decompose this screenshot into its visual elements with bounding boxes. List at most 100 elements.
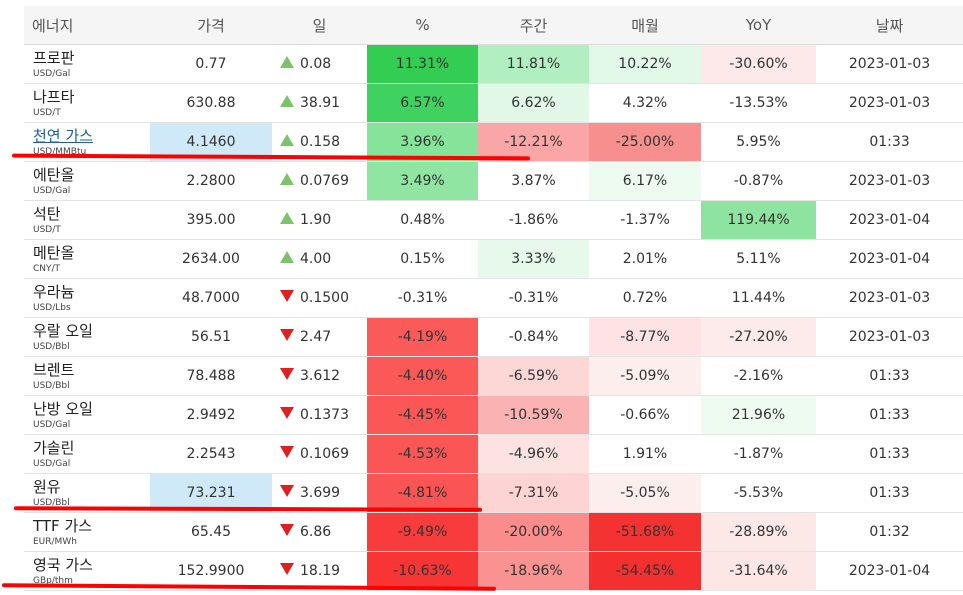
- monthly-cell: -5.09%: [589, 356, 701, 396]
- yoy-cell: 11.44%: [701, 278, 816, 318]
- monthly-cell: 6.17%: [589, 161, 701, 201]
- table-row[interactable]: 메탄올 CNY/T 2634.00 4.00 0.15% 3.33% 2.01% 5.11% 2…: [24, 239, 963, 279]
- day-change-cell: 0.08: [272, 44, 367, 84]
- day-change-value: 6.86: [300, 524, 332, 540]
- energy-name-cell: 가솔린 USD/Gal: [24, 434, 150, 474]
- table-row[interactable]: 원유 USD/Bbl 73.231 3.699 -4.81% -7.31% -5.05% -5…: [24, 473, 963, 513]
- col-header-date[interactable]: 날짜: [816, 6, 963, 45]
- percent-cell: 0.15%: [367, 239, 478, 279]
- energy-unit: USD/Gal: [33, 185, 71, 196]
- table-row[interactable]: 프로판 USD/Gal 0.77 0.08 11.31% 11.81% 10.22% -30.…: [24, 44, 963, 84]
- price-cell: 2.9492: [150, 395, 272, 435]
- energy-name: 에탄올: [33, 165, 75, 184]
- col-header-price[interactable]: 가격: [150, 6, 272, 45]
- monthly-cell: 1.91%: [589, 434, 701, 474]
- date-cell: 2023-01-03: [816, 44, 963, 84]
- triangle-up-icon: [280, 95, 294, 107]
- energy-name-cell: 프로판 USD/Gal: [24, 44, 150, 84]
- energy-name: 프로판: [33, 48, 75, 67]
- col-header-monthly[interactable]: 매월: [589, 6, 701, 45]
- yoy-cell: 21.96%: [701, 395, 816, 435]
- table-row[interactable]: 석탄 USD/T 395.00 1.90 0.48% -1.86% -1.37% 119.44…: [24, 200, 963, 240]
- triangle-down-icon: [280, 329, 294, 341]
- day-change-value: 0.08: [300, 56, 332, 72]
- energy-unit: GBp/thm: [33, 575, 73, 586]
- price-cell: 2.2800: [150, 161, 272, 201]
- weekly-cell: -10.59%: [478, 395, 589, 435]
- yoy-cell: -0.87%: [701, 161, 816, 201]
- day-change-value: 0.1069: [300, 446, 349, 462]
- day-change-cell: 0.1373: [272, 395, 367, 435]
- date-cell: 2023-01-03: [816, 278, 963, 318]
- table-row[interactable]: 우랄 오일 USD/Bbl 56.51 2.47 -4.19% -0.84% -8.77% -…: [24, 317, 963, 357]
- table-row[interactable]: 가솔린 USD/Gal 2.2543 0.1069 -4.53% -4.96% 1.91% -…: [24, 434, 963, 474]
- price-cell: 65.45: [150, 512, 272, 552]
- table-row[interactable]: 나프타 USD/T 630.88 38.91 6.57% 6.62% 4.32% -13.53…: [24, 83, 963, 123]
- triangle-down-icon: [280, 290, 294, 302]
- percent-cell: 0.48%: [367, 200, 478, 240]
- weekly-cell: -20.00%: [478, 512, 589, 552]
- energy-unit: USD/Lbs: [33, 302, 71, 313]
- price-cell: 48.7000: [150, 278, 272, 318]
- day-change-value: 3.699: [300, 485, 341, 501]
- weekly-cell: 3.87%: [478, 161, 589, 201]
- energy-name: 나프타: [33, 87, 75, 106]
- col-header-weekly[interactable]: 주간: [478, 6, 589, 45]
- col-header-energy[interactable]: 에너지: [24, 6, 150, 45]
- triangle-down-icon: [280, 563, 294, 575]
- energy-name-cell: 메탄올 CNY/T: [24, 239, 150, 279]
- table-row[interactable]: 브렌트 USD/Bbl 78.488 3.612 -4.40% -6.59% -5.09% -…: [24, 356, 963, 396]
- col-header-yoy[interactable]: YoY: [701, 6, 816, 45]
- yoy-cell: -2.16%: [701, 356, 816, 396]
- percent-cell: -10.63%: [367, 551, 478, 591]
- energy-name: 우라늄: [33, 282, 75, 301]
- percent-cell: -4.40%: [367, 356, 478, 396]
- weekly-cell: 11.81%: [478, 44, 589, 84]
- energy-name-cell: 나프타 USD/T: [24, 83, 150, 123]
- date-cell: 01:32: [816, 512, 963, 552]
- table-row[interactable]: 우라늄 USD/Lbs 48.7000 0.1500 -0.31% -0.31% 0.72%…: [24, 278, 963, 318]
- table-row[interactable]: 난방 오일 USD/Gal 2.9492 0.1373 -4.45% -10.59% -0.…: [24, 395, 963, 435]
- col-header-day[interactable]: 일: [272, 6, 367, 45]
- price-cell: 395.00: [150, 200, 272, 240]
- date-cell: 01:33: [816, 122, 963, 162]
- day-change-cell: 1.90: [272, 200, 367, 240]
- day-change-cell: 6.86: [272, 512, 367, 552]
- date-cell: 2023-01-04: [816, 200, 963, 240]
- date-cell: 01:33: [816, 395, 963, 435]
- energy-name-cell: 난방 오일 USD/Gal: [24, 395, 150, 435]
- percent-cell: 3.49%: [367, 161, 478, 201]
- day-change-value: 38.91: [300, 95, 341, 111]
- energy-unit: CNY/T: [33, 263, 61, 274]
- weekly-cell: 6.62%: [478, 83, 589, 123]
- day-change-cell: 0.0769: [272, 161, 367, 201]
- percent-cell: 6.57%: [367, 83, 478, 123]
- energy-name: 원유: [33, 477, 61, 496]
- date-cell: 2023-01-04: [816, 551, 963, 591]
- monthly-cell: 2.01%: [589, 239, 701, 279]
- monthly-cell: -54.45%: [589, 551, 701, 591]
- yoy-cell: -1.87%: [701, 434, 816, 474]
- weekly-cell: -0.84%: [478, 317, 589, 357]
- energy-name: 브렌트: [33, 360, 75, 379]
- percent-cell: -0.31%: [367, 278, 478, 318]
- day-change-cell: 3.612: [272, 356, 367, 396]
- triangle-up-icon: [280, 251, 294, 263]
- weekly-cell: 3.33%: [478, 239, 589, 279]
- date-cell: 01:33: [816, 434, 963, 474]
- triangle-up-icon: [280, 173, 294, 185]
- triangle-down-icon: [280, 485, 294, 497]
- date-cell: 01:33: [816, 473, 963, 513]
- energy-name: 석탄: [33, 204, 61, 223]
- table-row[interactable]: 에탄올 USD/Gal 2.2800 0.0769 3.49% 3.87% 6.17% -0.…: [24, 161, 963, 201]
- energy-name[interactable]: 천연 가스: [33, 126, 93, 145]
- monthly-cell: -25.00%: [589, 122, 701, 162]
- date-cell: 2023-01-03: [816, 83, 963, 123]
- table-row[interactable]: TTF 가스 EUR/MWh 65.45 6.86 -9.49% -20.00% -51.6…: [24, 512, 963, 552]
- energy-name-cell: 석탄 USD/T: [24, 200, 150, 240]
- triangle-up-icon: [280, 212, 294, 224]
- yoy-cell: -5.53%: [701, 473, 816, 513]
- energy-name: 가솔린: [33, 438, 75, 457]
- monthly-cell: -0.66%: [589, 395, 701, 435]
- col-header-percent[interactable]: %: [367, 6, 478, 45]
